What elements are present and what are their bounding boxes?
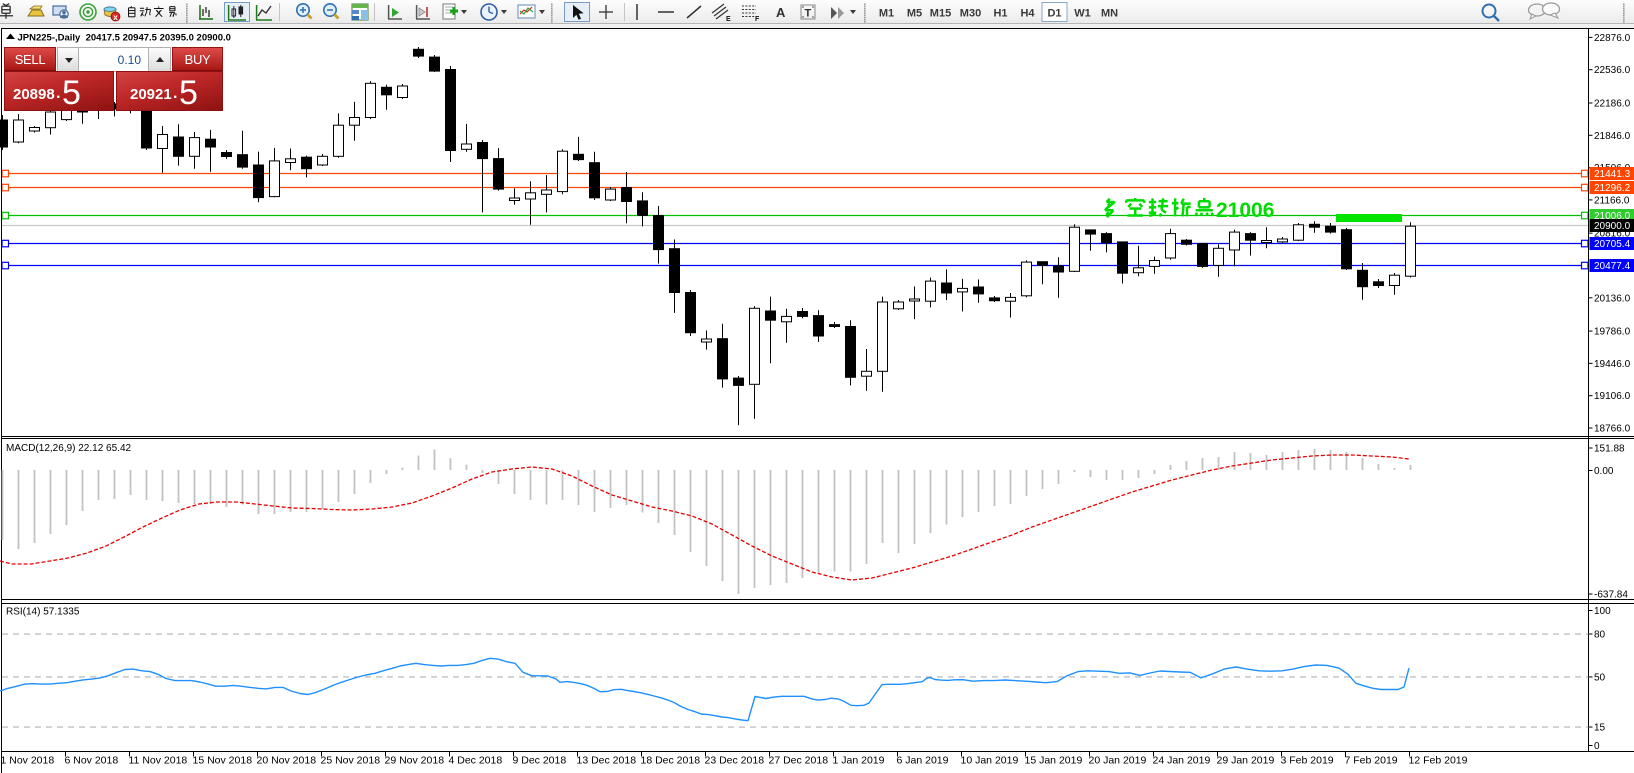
svg-text:20 Jan 2019: 20 Jan 2019 xyxy=(1089,755,1147,767)
svg-text:21166.0: 21166.0 xyxy=(1594,195,1630,206)
svg-text:H4: H4 xyxy=(1020,8,1035,20)
svg-text:12 Feb 2019: 12 Feb 2019 xyxy=(1409,755,1468,767)
svg-text:19106.0: 19106.0 xyxy=(1594,391,1631,402)
svg-text:6 Nov 2018: 6 Nov 2018 xyxy=(65,755,119,767)
svg-text:11 Nov 2018: 11 Nov 2018 xyxy=(129,755,188,767)
svg-text:W1: W1 xyxy=(1074,8,1091,20)
svg-text:18 Dec 2018: 18 Dec 2018 xyxy=(641,755,701,767)
svg-text:29 Jan 2019: 29 Jan 2019 xyxy=(1217,755,1275,767)
svg-text:M5: M5 xyxy=(907,8,922,20)
svg-text:20477.4: 20477.4 xyxy=(1594,261,1631,272)
svg-text:100: 100 xyxy=(1594,606,1611,617)
svg-text:50: 50 xyxy=(1594,672,1606,683)
svg-text:18766.0: 18766.0 xyxy=(1594,423,1631,434)
svg-text:4 Dec 2018: 4 Dec 2018 xyxy=(449,755,503,767)
svg-text:JPN225-,Daily 20417.5 20947.5: JPN225-,Daily 20417.5 20947.5 20395.0 20… xyxy=(18,33,231,44)
svg-text:19446.0: 19446.0 xyxy=(1594,359,1631,370)
svg-text:1 Nov 2018: 1 Nov 2018 xyxy=(1,755,55,767)
svg-text:20705.4: 20705.4 xyxy=(1594,239,1631,250)
svg-text:15: 15 xyxy=(1594,723,1606,734)
svg-text:21006.0: 21006.0 xyxy=(1594,211,1631,222)
svg-text:24 Jan 2019: 24 Jan 2019 xyxy=(1153,755,1211,767)
svg-text:29 Nov 2018: 29 Nov 2018 xyxy=(385,755,445,767)
svg-text:9 Dec 2018: 9 Dec 2018 xyxy=(513,755,567,767)
svg-text:E: E xyxy=(726,16,731,23)
svg-text:0: 0 xyxy=(1594,741,1600,752)
svg-text:T: T xyxy=(805,8,812,20)
svg-text:D1: D1 xyxy=(1047,8,1061,20)
svg-text:7 Feb 2019: 7 Feb 2019 xyxy=(1345,755,1398,767)
svg-text:20900.0: 20900.0 xyxy=(1594,221,1631,232)
svg-text:RSI(14) 57.1335: RSI(14) 57.1335 xyxy=(6,607,80,618)
svg-text:21441.3: 21441.3 xyxy=(1594,169,1631,180)
svg-text:20816.0: 20816.0 xyxy=(1594,229,1631,240)
svg-text:22876.0: 22876.0 xyxy=(1594,33,1631,44)
svg-text:-637.84: -637.84 xyxy=(1594,590,1628,601)
svg-text:20136.0: 20136.0 xyxy=(1594,293,1631,304)
svg-text:M15: M15 xyxy=(930,8,951,20)
svg-text:A: A xyxy=(776,5,786,20)
svg-text:0.00: 0.00 xyxy=(1594,466,1614,477)
svg-text:21846.0: 21846.0 xyxy=(1594,131,1631,142)
svg-text:15 Jan 2019: 15 Jan 2019 xyxy=(1025,755,1083,767)
svg-text:19786.0: 19786.0 xyxy=(1594,327,1631,338)
svg-text:25 Nov 2018: 25 Nov 2018 xyxy=(321,755,381,767)
svg-text:F: F xyxy=(755,16,760,23)
svg-text:15 Nov 2018: 15 Nov 2018 xyxy=(193,755,253,767)
svg-text:3 Feb 2019: 3 Feb 2019 xyxy=(1281,755,1334,767)
svg-text:MACD(12,26,9) 22.12 65.42: MACD(12,26,9) 22.12 65.42 xyxy=(6,443,132,454)
svg-text:M30: M30 xyxy=(960,8,981,20)
svg-text:13 Dec 2018: 13 Dec 2018 xyxy=(577,755,637,767)
svg-text:20 Nov 2018: 20 Nov 2018 xyxy=(257,755,317,767)
svg-text:21296.2: 21296.2 xyxy=(1594,183,1631,194)
svg-text:151.88: 151.88 xyxy=(1594,444,1625,455)
svg-text:80: 80 xyxy=(1594,630,1606,641)
svg-text:6 Jan 2019: 6 Jan 2019 xyxy=(897,755,949,767)
svg-text:23 Dec 2018: 23 Dec 2018 xyxy=(705,755,765,767)
svg-text:22186.0: 22186.0 xyxy=(1594,98,1631,109)
svg-text:M1: M1 xyxy=(879,8,894,20)
svg-text:H1: H1 xyxy=(993,8,1007,20)
svg-text:10 Jan 2019: 10 Jan 2019 xyxy=(961,755,1019,767)
svg-text:MN: MN xyxy=(1101,8,1118,20)
svg-text:1 Jan 2019: 1 Jan 2019 xyxy=(833,755,885,767)
svg-text:22536.0: 22536.0 xyxy=(1594,65,1631,76)
svg-text:27 Dec 2018: 27 Dec 2018 xyxy=(769,755,829,767)
svg-text:21006: 21006 xyxy=(1216,199,1274,222)
svg-text:x: x xyxy=(113,13,118,22)
